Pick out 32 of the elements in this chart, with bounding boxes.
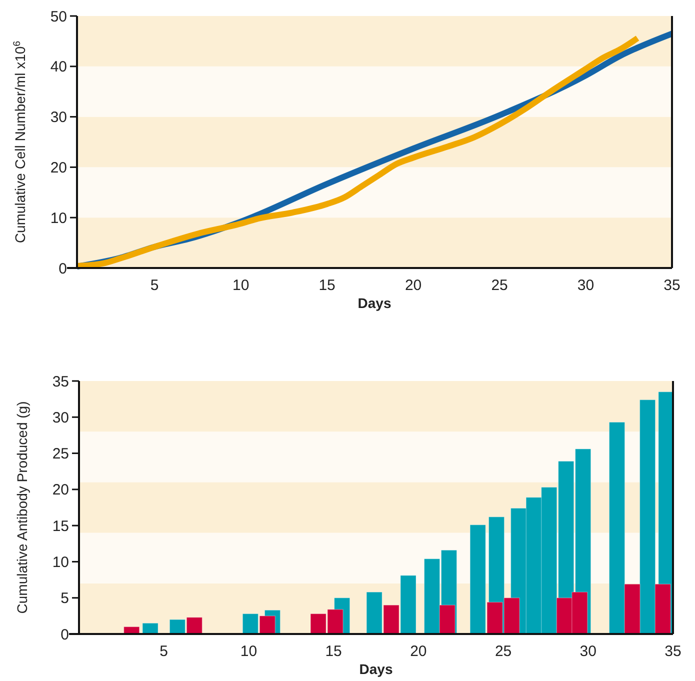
y-tick-label: 10 <box>50 210 67 227</box>
y-tick-label: 25 <box>52 446 69 463</box>
x-tick-label: 5 <box>150 277 159 294</box>
y-tick-label: 15 <box>52 518 69 535</box>
x-tick-label: 10 <box>232 277 250 294</box>
y-tick-label: 20 <box>50 159 67 176</box>
x-tick-label: 5 <box>160 643 168 660</box>
y-tick-label: 10 <box>52 554 69 571</box>
x-tick-label: 15 <box>325 643 342 660</box>
x-tick-label: 20 <box>410 643 427 660</box>
y-tick-label: 20 <box>52 482 69 499</box>
x-tick-label: 35 <box>664 277 680 294</box>
x-tick-label: 20 <box>404 277 422 294</box>
x-tick-label: 30 <box>577 277 594 294</box>
x-tick-label: 30 <box>580 643 596 660</box>
y-tick-label: 30 <box>50 109 67 126</box>
x-tick-label: 15 <box>318 277 336 294</box>
bar <box>142 622 158 634</box>
y-tick-label: 0 <box>60 626 69 644</box>
y-tick-label: 50 <box>50 8 67 26</box>
y-tick-label: 5 <box>60 590 69 608</box>
x-axis-title: Days <box>358 295 392 311</box>
y-tick-label: 0 <box>58 260 67 278</box>
x-tick-label: 25 <box>494 643 512 660</box>
x-tick-label: 25 <box>491 277 508 294</box>
y-tick-label: 40 <box>50 58 67 76</box>
x-tick-label: 35 <box>664 643 682 660</box>
x-axis-title: Days <box>359 661 393 677</box>
x-tick-label: 10 <box>240 643 258 660</box>
y-tick-label: 35 <box>52 373 69 390</box>
y-axis-title: Cumulative Antibody Produced (g) <box>14 401 30 614</box>
y-tick-label: 30 <box>52 409 69 426</box>
